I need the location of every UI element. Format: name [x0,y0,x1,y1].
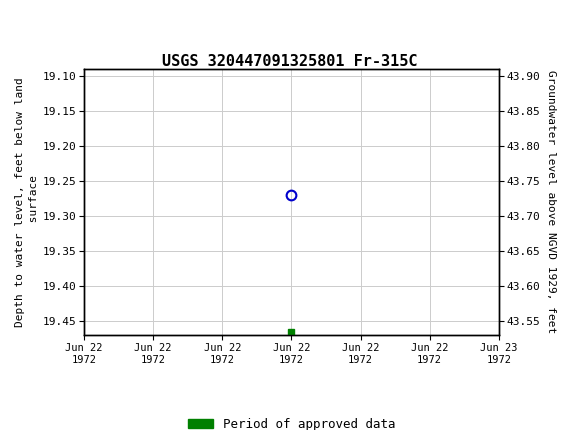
Text: ▒USGS: ▒USGS [5,10,55,30]
Text: USGS 320447091325801 Fr-315C: USGS 320447091325801 Fr-315C [162,54,418,69]
Legend: Period of approved data: Period of approved data [183,413,400,430]
Y-axis label: Groundwater level above NGVD 1929, feet: Groundwater level above NGVD 1929, feet [546,71,556,334]
Y-axis label: Depth to water level, feet below land
 surface: Depth to water level, feet below land su… [15,77,38,327]
